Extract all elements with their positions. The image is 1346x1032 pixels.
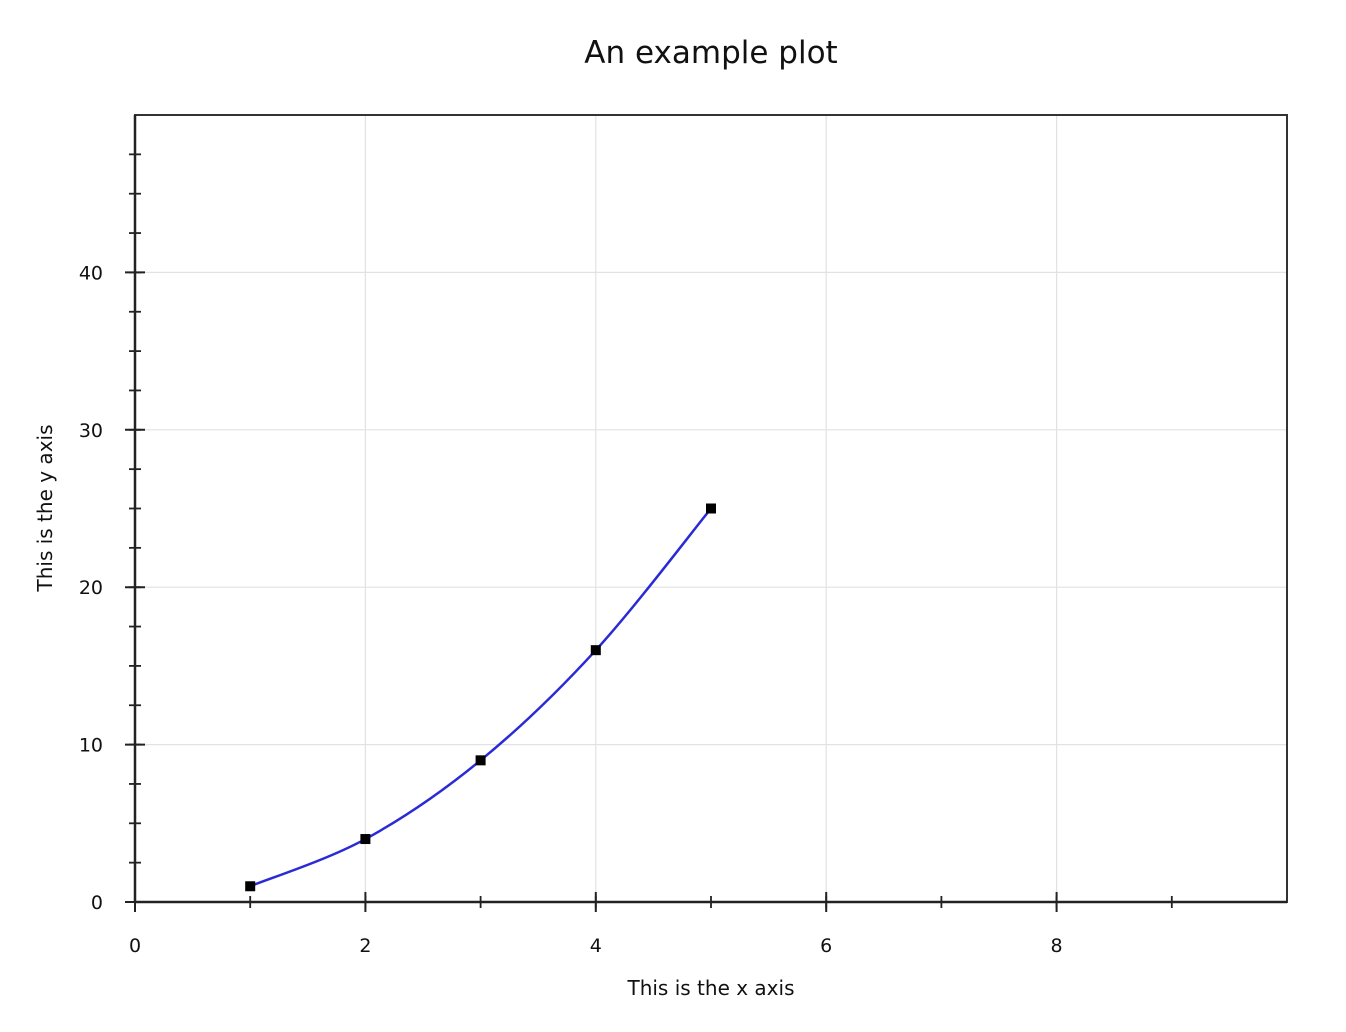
y-tick-label: 20 (79, 577, 103, 599)
text-layer: An example plot This is the x axis This … (33, 35, 838, 1000)
x-tick-label: 8 (1051, 935, 1063, 957)
axes: 0 2 4 6 8 0 10 20 30 40 (79, 115, 1287, 957)
data-point-marker (590, 645, 601, 656)
x-tick-label: 2 (359, 935, 371, 957)
x-tick-label: 0 (129, 935, 141, 957)
y-tick-label: 30 (79, 420, 103, 442)
series-layer (249, 507, 712, 888)
y-axis-label: This is the y axis (33, 424, 57, 592)
chart-title: An example plot (584, 35, 837, 71)
x-tick-label: 4 (590, 935, 602, 957)
marker-layer (245, 503, 716, 892)
data-point-marker (360, 834, 371, 845)
data-point-marker (475, 755, 486, 766)
series-line (249, 507, 712, 888)
y-tick-label: 0 (91, 892, 103, 914)
y-tick-label: 40 (79, 262, 103, 284)
data-point-marker (706, 503, 716, 514)
grid-layer (135, 115, 1287, 902)
x-tick-label: 6 (820, 935, 832, 957)
data-point-marker (245, 881, 256, 892)
x-axis-label: This is the x axis (626, 976, 794, 1000)
y-tick-label: 10 (79, 735, 103, 757)
